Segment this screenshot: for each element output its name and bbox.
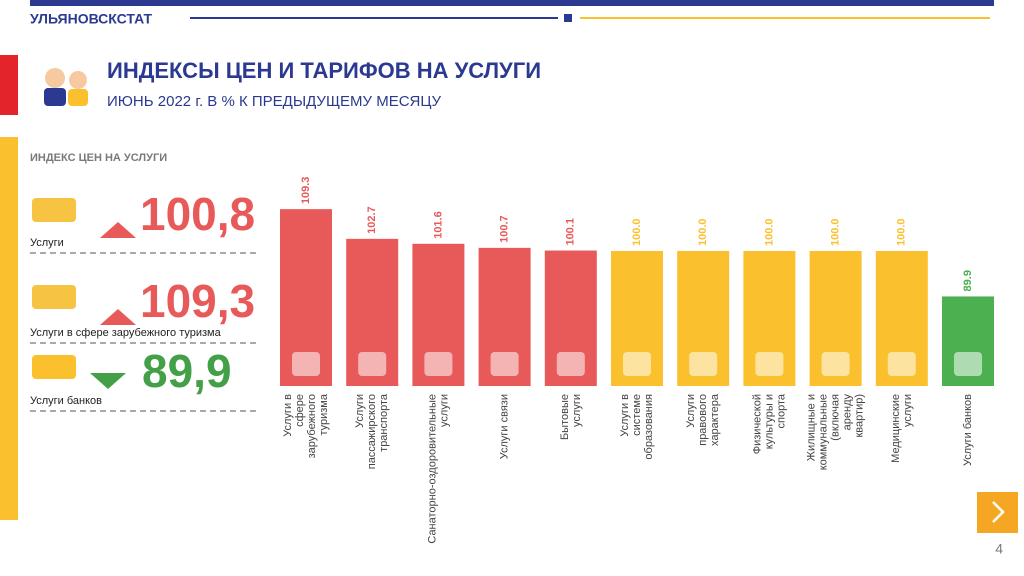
kpi-icon [32, 198, 76, 222]
next-arrow[interactable] [992, 501, 1005, 523]
bar-icon [954, 352, 982, 376]
subtitle: ИЮНЬ 2022 г. В % К ПРЕДЫДУЩЕМУ МЕСЯЦУ [107, 93, 441, 110]
kpi-label: Услуги в сфере зарубежного туризма [30, 327, 222, 339]
bar-icon [821, 352, 850, 376]
kpi-value: 109,3 [140, 275, 255, 327]
trend-arrow [90, 373, 126, 389]
title-icon [44, 68, 88, 106]
next-button-bg[interactable] [977, 492, 1018, 533]
bar-icon [490, 352, 519, 376]
title: ИНДЕКСЫ ЦЕН И ТАРИФОВ НА УСЛУГИ [107, 58, 541, 83]
category-label: Услуги всистемеобразования [619, 394, 655, 460]
category-label: Медицинскиеуслуги [890, 394, 914, 463]
category-label: Услугипассажирскоготранспорта [354, 393, 390, 469]
top-bar [30, 0, 994, 6]
value-label: 100.0 [631, 218, 643, 246]
value-label: 100.7 [499, 215, 511, 243]
kpi-value: 100,8 [140, 188, 255, 240]
value-label: 100.0 [697, 218, 709, 246]
bar-icon [689, 352, 718, 376]
kpi-icon [32, 285, 76, 309]
accent-block [0, 137, 18, 520]
category-label: Санаторно-оздоровительныеуслуги [426, 394, 450, 544]
bar-icon [424, 352, 453, 376]
page-number: 4 [995, 541, 1003, 557]
category-label: Услуги банков [962, 394, 974, 466]
category-label: Услуги всферезарубежноготуризма [282, 393, 330, 458]
bar-icon [358, 352, 387, 376]
category-label: Физическойкультуры испорта [751, 393, 787, 454]
value-label: 100.0 [763, 218, 775, 246]
trend-arrow [100, 222, 136, 238]
kpi-icon [32, 355, 76, 379]
org-name: УЛЬЯНОВСКСТАТ [30, 11, 152, 27]
value-label: 100.1 [565, 218, 577, 246]
value-label: 100.0 [830, 218, 842, 246]
bar-icon [556, 352, 585, 376]
header-square [564, 14, 572, 22]
panel-title: ИНДЕКС ЦЕН НА УСЛУГИ [30, 152, 167, 164]
category-label: Жилищные икоммунальные(включаяарендуквар… [806, 394, 866, 471]
category-label: Бытовыеуслуги [559, 394, 583, 440]
value-label: 109.3 [300, 177, 312, 205]
bar-icon [623, 352, 651, 376]
value-label: 102.7 [366, 206, 378, 234]
category-label: Услугиправовогохарактера [685, 393, 721, 446]
next-button[interactable] [977, 492, 1018, 533]
bar-icon [887, 352, 916, 376]
category-label: Услуги связи [499, 394, 511, 459]
bar-icon [292, 352, 320, 376]
bar-icon [755, 352, 784, 376]
kpi-value: 89,9 [142, 345, 232, 397]
kpi-label: Услуги [30, 237, 64, 249]
value-label: 101.6 [432, 211, 444, 239]
kpi-label: Услуги банков [30, 395, 102, 407]
value-label: 100.0 [896, 218, 908, 246]
accent-block [0, 55, 18, 115]
value-label: 89.9 [962, 270, 974, 291]
trend-arrow [100, 309, 136, 325]
